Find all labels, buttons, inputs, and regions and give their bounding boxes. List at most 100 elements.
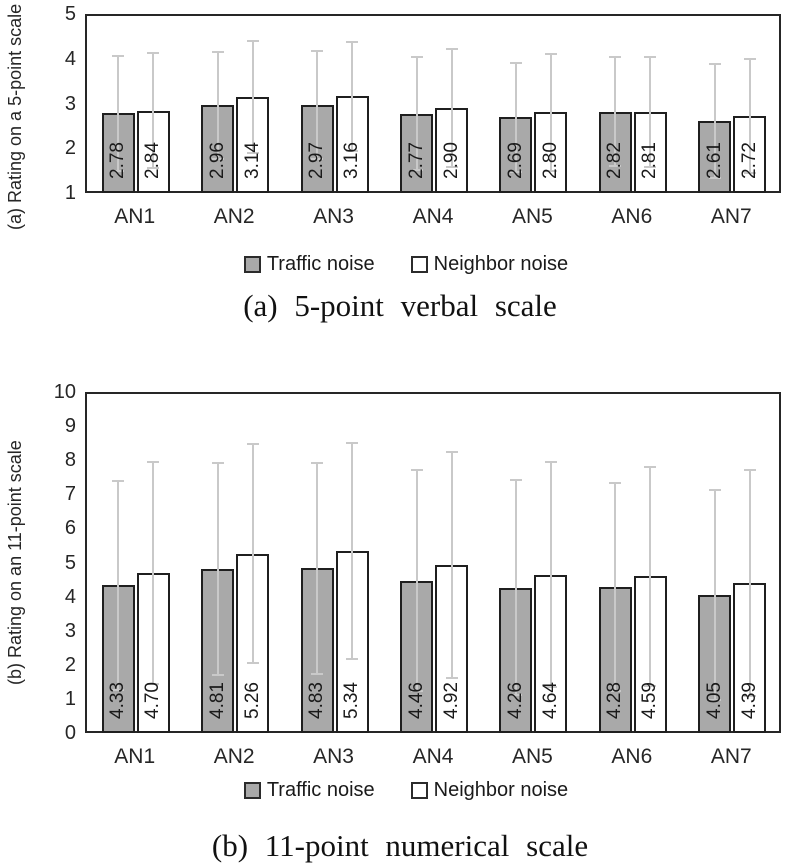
error-bar-cap-bottom [147, 166, 160, 169]
bar-value-label: 2.77 [405, 142, 427, 179]
x-tick-label-an3: AN3 [313, 745, 354, 768]
error-bar-cap-bottom [246, 152, 259, 155]
bar-value-label: 4.83 [306, 682, 328, 719]
y-tick-label-2: 2 [64, 137, 76, 160]
bar-value-label: 4.92 [440, 682, 462, 719]
bar-value-label: 5.26 [241, 682, 263, 719]
error-bar-cap-top [147, 52, 160, 55]
y-tick-label-5: 5 [64, 3, 76, 25]
error-bar-cap-top [544, 53, 557, 56]
error-bar-cap-top [509, 478, 522, 481]
x-tick-label-an5: AN5 [511, 745, 553, 768]
error-bar-cap-bottom [609, 165, 622, 168]
legend-marker-icon [243, 782, 261, 799]
error-bar-line [251, 41, 254, 154]
x-tick-label-an2: AN2 [213, 205, 255, 228]
error-bar-line [514, 479, 517, 696]
x-tick-label-an4: AN4 [412, 745, 454, 768]
error-bar-cap-top [246, 443, 259, 446]
y-tick-label-8: 8 [64, 449, 76, 472]
error-bar-line [316, 462, 319, 674]
x-tick-label-an3: AN3 [313, 205, 354, 228]
error-bar-line [152, 461, 155, 684]
bar-value-label: 4.70 [142, 682, 164, 719]
error-bar-cap-bottom [346, 658, 359, 660]
error-bar-line [216, 463, 219, 675]
error-bar-line [117, 56, 120, 171]
error-bar-cap-bottom [544, 169, 557, 172]
error-bar-cap-bottom [544, 686, 557, 689]
error-bar-cap-top [112, 55, 125, 58]
error-bar-cap-top [346, 441, 359, 444]
bar-value-label: 2.84 [142, 142, 164, 179]
y-tick-label-2: 2 [64, 653, 76, 676]
bar-value-label: 3.16 [341, 142, 363, 179]
error-bar-cap-top [311, 49, 324, 52]
error-bar-line [713, 64, 716, 178]
error-bar-cap-top [509, 61, 522, 64]
x-tick-label-an7: AN7 [710, 745, 752, 768]
x-tick-label-an7: AN7 [710, 205, 752, 228]
y-tick-label-1: 1 [64, 687, 76, 710]
legend-marker-icon [410, 256, 428, 273]
error-bar-cap-top [708, 489, 721, 492]
error-bar-cap-bottom [410, 169, 423, 172]
legend-marker-icon [243, 256, 261, 273]
bar-value-label: 2.61 [703, 142, 725, 179]
y-tick-label-3: 3 [64, 619, 76, 642]
error-bar-cap-bottom [445, 165, 458, 168]
error-bar-line [614, 482, 617, 692]
y-tick-label-3: 3 [64, 92, 76, 115]
x-tick-label-an1: AN1 [114, 205, 156, 228]
error-bar-cap-top [544, 461, 557, 464]
error-bar-line [351, 41, 354, 151]
legend-marker-icon [410, 782, 428, 799]
legend-b: Traffic noise Neighbor noise [12, 779, 800, 802]
bar-value-label: 2.69 [504, 142, 526, 179]
y-tick-label-10: 10 [53, 381, 76, 403]
error-bar-cap-top [609, 481, 622, 484]
error-bar-cap-bottom [708, 176, 721, 179]
legend-label: Traffic noise [266, 779, 375, 801]
y-tick-label-4: 4 [64, 47, 76, 70]
error-bar-cap-top [112, 479, 125, 482]
error-bar-line [152, 53, 155, 168]
error-bar-line [450, 452, 453, 679]
error-bar-line [450, 49, 453, 167]
legend-item-neighbor-noise: Neighbor noise [410, 253, 569, 276]
legend-label: Neighbor noise [433, 779, 569, 801]
legend-a: Traffic noise Neighbor noise [12, 253, 800, 276]
bar-value-label: 4.05 [703, 682, 725, 719]
error-bar-cap-top [445, 48, 458, 51]
bar-value-label: 2.97 [306, 142, 328, 179]
error-bar-line [549, 54, 552, 171]
error-bar-cap-top [644, 465, 657, 468]
bar-value-label: 4.59 [639, 682, 661, 719]
error-bar-cap-top [211, 462, 224, 465]
error-bar-line [713, 490, 716, 700]
error-bar-cap-top [445, 451, 458, 454]
bar-value-label: 4.28 [604, 682, 626, 719]
error-bar-cap-bottom [311, 157, 324, 160]
x-tick-label-an5: AN5 [511, 205, 553, 228]
y-tick-label-0: 0 [64, 722, 76, 744]
error-bar-cap-top [609, 55, 622, 58]
error-bar-cap-bottom [445, 677, 458, 680]
bar-value-label: 3.14 [241, 142, 263, 179]
y-tick-label-4: 4 [64, 585, 76, 608]
panel-caption-b: (b) 11-point numerical scale [211, 828, 589, 863]
bar-value-label: 2.80 [539, 142, 561, 179]
legend-item-neighbor-noise: Neighbor noise [410, 779, 569, 802]
bar-value-label: 2.78 [107, 142, 129, 179]
legend-label: Neighbor noise [433, 253, 569, 275]
error-bar-cap-bottom [644, 685, 657, 688]
plot-area-b [85, 392, 781, 733]
error-bar-line [649, 466, 652, 687]
y-tick-label-5: 5 [64, 551, 76, 574]
y-tick-label-7: 7 [64, 483, 76, 506]
error-bar-line [251, 444, 254, 664]
error-bar-line [216, 52, 219, 159]
error-bar-line [649, 57, 652, 167]
error-bar-line [415, 470, 418, 692]
